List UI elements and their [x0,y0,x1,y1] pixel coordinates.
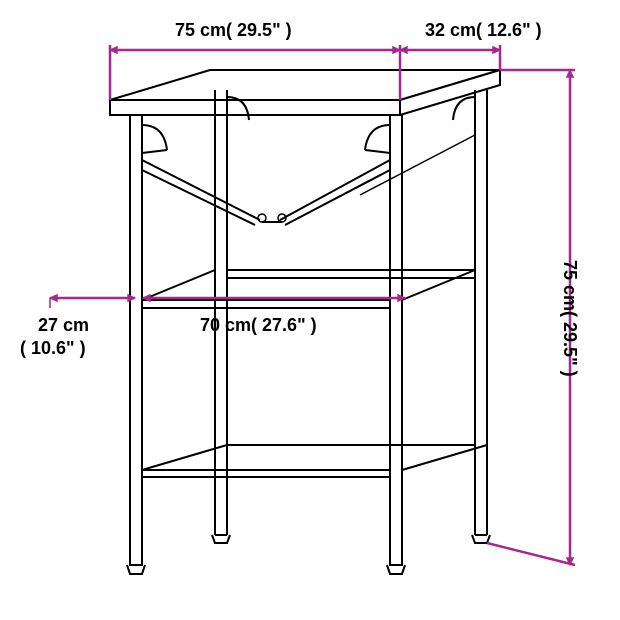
depth-label: 32 cm( 12.6" ) [425,20,542,41]
shelf-depth-label-line2: ( 10.6" ) [20,338,86,359]
shelf-depth-label-line1: 27 cm [38,315,89,336]
height-label: 75 cm( 29.5" ) [559,260,580,377]
width-label: 75 cm( 29.5" ) [175,20,292,41]
inner-width-label: 70 cm( 27.6" ) [200,315,317,336]
